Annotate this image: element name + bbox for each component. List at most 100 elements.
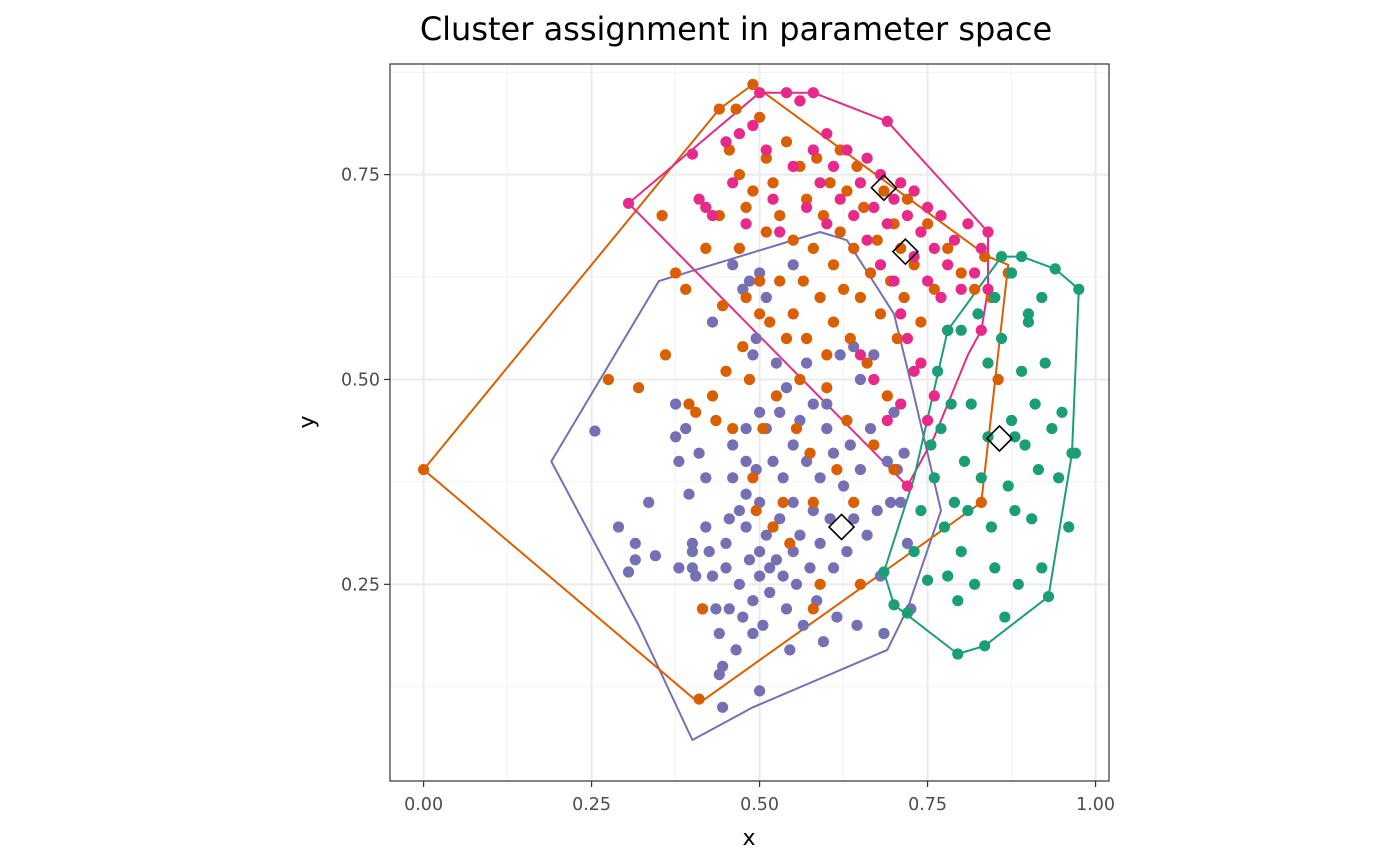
x-axis-title: x	[742, 826, 755, 851]
cluster-4-point	[1039, 357, 1051, 369]
cluster-1-point	[868, 349, 880, 361]
x-tick-label: 0.50	[740, 795, 779, 815]
cluster-4-point	[1053, 472, 1065, 484]
cluster-2-point	[797, 275, 809, 287]
cluster-4-point	[1029, 398, 1041, 410]
cluster-3-point	[962, 218, 974, 230]
cluster-4-point	[999, 611, 1011, 623]
cluster-4-point	[995, 251, 1008, 263]
cluster-1-point	[747, 595, 759, 607]
cluster-2-point	[854, 291, 867, 304]
cluster-3-point	[888, 193, 900, 205]
cluster-3-point	[720, 136, 732, 148]
cluster-4-point	[972, 308, 984, 320]
cluster-1-point	[871, 505, 883, 517]
cluster-2-point	[787, 308, 799, 320]
cluster-1-point	[730, 644, 742, 656]
cluster-1-point	[774, 513, 786, 525]
cluster-center-1	[870, 174, 898, 202]
cluster-2-point	[670, 267, 682, 279]
cluster-2-point	[807, 242, 819, 254]
cluster-1-point	[777, 570, 789, 582]
cluster-3-point	[794, 95, 806, 107]
cluster-3-point	[888, 275, 900, 287]
cluster-1-point	[589, 425, 601, 437]
cluster-1-point	[737, 611, 749, 623]
cluster-4-point	[942, 570, 954, 582]
cluster-4-point	[1032, 464, 1044, 476]
cluster-4-point	[908, 546, 920, 558]
cluster-3-point	[982, 226, 994, 238]
cluster-1-point	[740, 488, 752, 500]
cluster-3-point	[908, 365, 920, 377]
cluster-3-point	[754, 87, 766, 99]
cluster-1-point	[767, 455, 779, 467]
cluster-2-point	[780, 332, 793, 345]
cluster-1-point	[743, 275, 756, 287]
cluster-1-point	[824, 513, 836, 525]
cluster-1-point	[878, 627, 890, 640]
cluster-2-point	[774, 210, 786, 222]
cluster-4-point	[945, 398, 957, 410]
y-tick-label: 0.75	[341, 166, 380, 186]
cluster-3-point	[821, 128, 833, 140]
cluster-4-point	[1006, 414, 1018, 427]
cluster-4-point	[985, 521, 998, 533]
cluster-2-point	[848, 496, 860, 508]
cluster-3-point	[881, 115, 893, 127]
cluster-1-point	[831, 611, 843, 623]
cluster-2-point	[898, 291, 910, 304]
cluster-3-point	[881, 218, 893, 230]
cluster-2-point	[418, 464, 430, 476]
cluster-4-point	[935, 423, 947, 435]
cluster-1-point	[673, 562, 685, 574]
plot-panel-border	[389, 63, 1110, 782]
cluster-4-point	[888, 599, 900, 611]
cluster-1-point	[680, 423, 692, 435]
cluster-4-point	[1042, 591, 1055, 603]
cluster-1-point	[760, 291, 772, 304]
cluster-1-point	[754, 267, 766, 279]
cluster-1-point	[754, 685, 766, 697]
cluster-1-point	[727, 439, 739, 451]
cluster-1-point	[720, 537, 732, 550]
cluster-3-point	[908, 185, 920, 197]
cluster-2-point	[760, 226, 772, 238]
cluster-2-point	[633, 382, 645, 394]
cluster-4-point	[1009, 505, 1021, 517]
cluster-4-point	[922, 574, 934, 586]
cluster-3-point	[922, 201, 934, 213]
cluster-1-point	[814, 472, 826, 484]
x-tick-label: 1.00	[1076, 795, 1115, 815]
cluster-1-point	[854, 464, 867, 476]
cluster-3-point	[935, 291, 947, 304]
cluster-1-point	[797, 619, 809, 631]
cluster-2-point	[975, 496, 987, 508]
cluster-2-point	[888, 464, 900, 476]
cluster-3-point	[760, 144, 772, 156]
cluster-2-point	[992, 373, 1004, 386]
cluster-1-point	[754, 406, 766, 418]
cluster-1-point	[670, 398, 682, 410]
cluster-1-point	[841, 546, 853, 558]
cluster-1-point	[670, 431, 682, 443]
cluster-2-point	[801, 332, 813, 345]
cluster-center-3	[827, 513, 856, 541]
cluster-4-point	[948, 496, 961, 508]
cluster-2-point	[780, 136, 793, 148]
cluster-2-point	[831, 464, 843, 476]
cluster-3-point	[740, 218, 752, 230]
cluster-3-point	[801, 201, 813, 213]
cluster-2-point	[874, 308, 887, 320]
data-points	[418, 78, 1085, 713]
cluster-3-point	[807, 87, 819, 99]
cluster-3-point	[901, 210, 914, 222]
cluster-2-point	[814, 291, 826, 304]
cluster-3-point	[942, 259, 954, 271]
cluster-3-point	[693, 193, 705, 205]
cluster-3-point	[700, 201, 712, 213]
cluster-4-point	[928, 472, 940, 484]
cluster-1-point	[649, 550, 662, 562]
cluster-1-point	[723, 603, 735, 615]
cluster-3-point	[908, 251, 920, 263]
